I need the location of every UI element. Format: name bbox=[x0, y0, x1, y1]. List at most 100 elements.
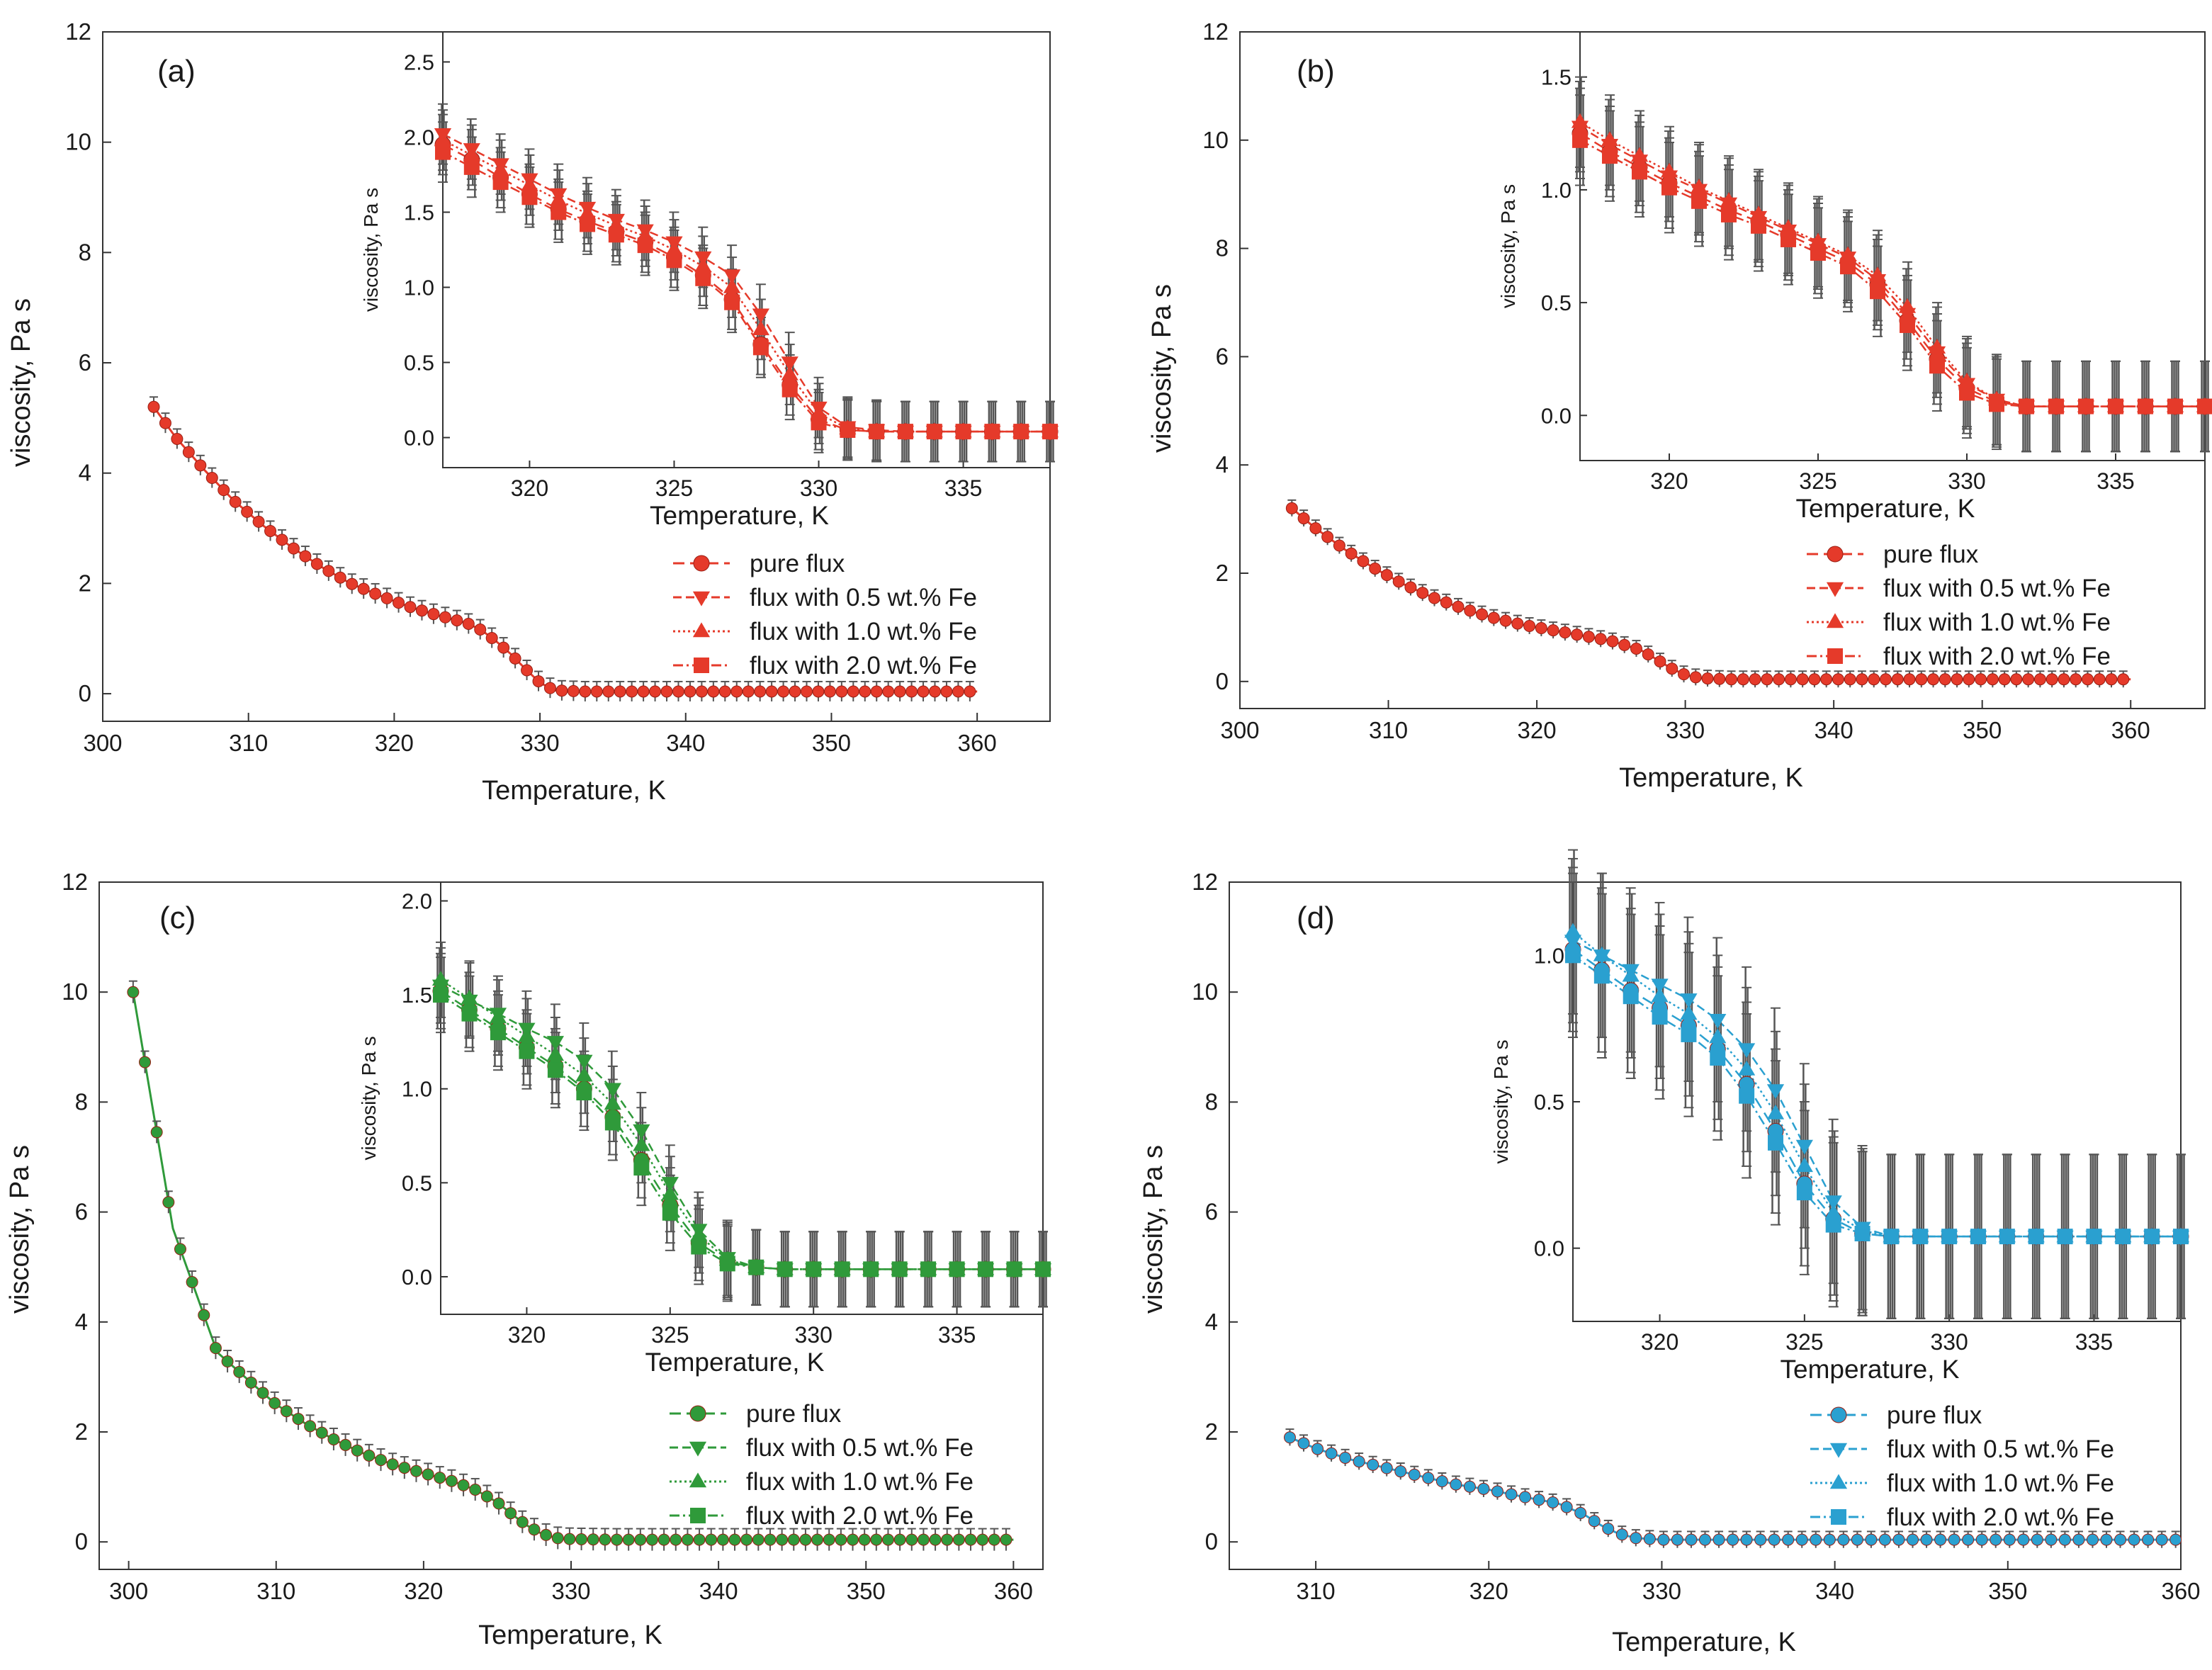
legend-entry-label: flux with 1.0 wt.% Fe bbox=[750, 618, 977, 645]
main-data-point bbox=[658, 1533, 670, 1546]
inset-x-tick-label: 335 bbox=[2097, 468, 2134, 494]
main-data-point bbox=[1685, 1533, 1698, 1546]
main-data-point bbox=[1761, 673, 1773, 686]
inset-data-point bbox=[1651, 987, 1669, 1003]
main-data-point bbox=[2100, 1533, 2113, 1546]
x-axis-label: Temperature, K bbox=[1619, 763, 1803, 793]
main-data-point bbox=[1951, 673, 1963, 686]
main-data-point bbox=[1903, 673, 1916, 686]
inset-data-point bbox=[695, 270, 711, 286]
main-data-point bbox=[611, 1533, 623, 1546]
inset-x-axis-label: Temperature, K bbox=[1796, 494, 1975, 523]
main-data-point bbox=[551, 1532, 564, 1545]
y-tick-label: 2 bbox=[75, 1418, 88, 1445]
panel-a: 300 310 320 330 340 350 360 0 2 4 6 8 10 12 Temperatur… bbox=[6, 18, 1059, 806]
main-data-point bbox=[695, 685, 708, 698]
inset-data-point bbox=[435, 144, 451, 160]
main-data-point bbox=[218, 484, 230, 497]
y-tick-label: 6 bbox=[1205, 1199, 1218, 1225]
inset-data-point bbox=[1941, 1229, 1958, 1245]
inset-data-point bbox=[633, 1160, 650, 1176]
main-data-point bbox=[905, 685, 918, 698]
main-data-point bbox=[835, 685, 848, 698]
inset-series-line bbox=[1572, 931, 2181, 1238]
inset-data-point bbox=[1720, 192, 1738, 208]
inset-x-axis-label: Temperature, K bbox=[1781, 1355, 1960, 1384]
inset-data-point bbox=[724, 294, 740, 310]
inset-data-point bbox=[752, 339, 769, 356]
main-data-point bbox=[150, 1126, 163, 1139]
main-data-point bbox=[1689, 671, 1702, 684]
main-data-point bbox=[1560, 1501, 1573, 1513]
main-data-point bbox=[728, 1533, 741, 1546]
main-data-point bbox=[380, 592, 393, 604]
main-data-point bbox=[445, 1474, 458, 1487]
main-data-point bbox=[893, 685, 906, 698]
main-data-point bbox=[718, 685, 731, 698]
legend-entry-label: pure flux bbox=[746, 1400, 842, 1428]
inset-y-axis-label: viscosity, Pa s bbox=[360, 188, 382, 312]
main-data-point bbox=[1678, 668, 1691, 681]
inset-data-point bbox=[521, 189, 538, 205]
inset-data-point bbox=[811, 414, 827, 431]
legend-entry-label: flux with 2.0 wt.% Fe bbox=[1883, 643, 2111, 670]
legend-entry-label: pure flux bbox=[750, 550, 845, 577]
inset-data-point bbox=[2138, 398, 2153, 414]
inset-y-tick-label: 2.5 bbox=[404, 50, 434, 74]
inset-data-point bbox=[550, 191, 568, 206]
inset-data-point bbox=[633, 1136, 650, 1151]
x-tick-label: 330 bbox=[521, 730, 560, 756]
main-data-point bbox=[209, 1342, 222, 1355]
main-data-point bbox=[1856, 673, 1868, 686]
main-data-point bbox=[672, 685, 684, 698]
main-data-point bbox=[315, 1426, 328, 1439]
main-data-point bbox=[2010, 673, 2023, 686]
y-tick-label: 4 bbox=[1216, 451, 1229, 478]
inset-x-axis-label: Temperature, K bbox=[645, 1348, 825, 1377]
main-data-point bbox=[1837, 1533, 1850, 1546]
inset-data-point bbox=[633, 1124, 650, 1139]
inset-data-point bbox=[1929, 358, 1945, 374]
main-data-point bbox=[1499, 614, 1512, 627]
main-data-point bbox=[221, 1355, 234, 1368]
inset-data-point bbox=[777, 1261, 793, 1277]
inset-data-point bbox=[748, 1259, 764, 1275]
inset-data-point bbox=[1825, 1217, 1841, 1233]
main-data-point bbox=[929, 1533, 942, 1546]
legend-entry-label: pure flux bbox=[1883, 541, 1979, 568]
inset-y-tick-label: 0.0 bbox=[1534, 1236, 1564, 1261]
main-data-point bbox=[1325, 1447, 1338, 1460]
inset-data-point bbox=[1868, 266, 1887, 282]
main-data-point bbox=[811, 1533, 824, 1546]
y-tick-label: 8 bbox=[1205, 1088, 1218, 1115]
y-tick-label: 12 bbox=[65, 18, 91, 45]
main-data-point bbox=[1713, 672, 1726, 685]
inset-data-point bbox=[690, 1226, 708, 1241]
main-data-point bbox=[1782, 1533, 1795, 1546]
inset-x-tick-label: 335 bbox=[938, 1322, 976, 1348]
main-data-point bbox=[363, 1449, 376, 1462]
main-data-point bbox=[645, 1533, 658, 1546]
y-tick-label: 6 bbox=[1216, 343, 1229, 369]
inset-series-line bbox=[1572, 954, 2181, 1238]
y-tick-label: 2 bbox=[79, 570, 91, 596]
main-data-point bbox=[1643, 1533, 1656, 1545]
main-data-point bbox=[357, 582, 370, 595]
x-tick-label: 320 bbox=[375, 730, 414, 756]
main-data-point bbox=[870, 1533, 883, 1546]
main-data-point bbox=[952, 685, 964, 698]
main-data-point bbox=[287, 542, 300, 555]
main-data-point bbox=[147, 400, 160, 413]
main-data-point bbox=[521, 664, 534, 677]
main-data-point bbox=[410, 1465, 422, 1477]
main-data-point bbox=[276, 534, 288, 546]
inset-data-point bbox=[1710, 1050, 1726, 1066]
main-data-point bbox=[705, 1533, 718, 1546]
inset-y-tick-label: 2.0 bbox=[402, 889, 432, 914]
inset-data-point bbox=[1898, 298, 1917, 313]
inset-data-point bbox=[1630, 147, 1649, 162]
inset-x-tick-label: 320 bbox=[1650, 468, 1688, 494]
main-data-point bbox=[1920, 1533, 1933, 1546]
main-data-point bbox=[812, 685, 825, 698]
main-data-point bbox=[322, 565, 335, 577]
